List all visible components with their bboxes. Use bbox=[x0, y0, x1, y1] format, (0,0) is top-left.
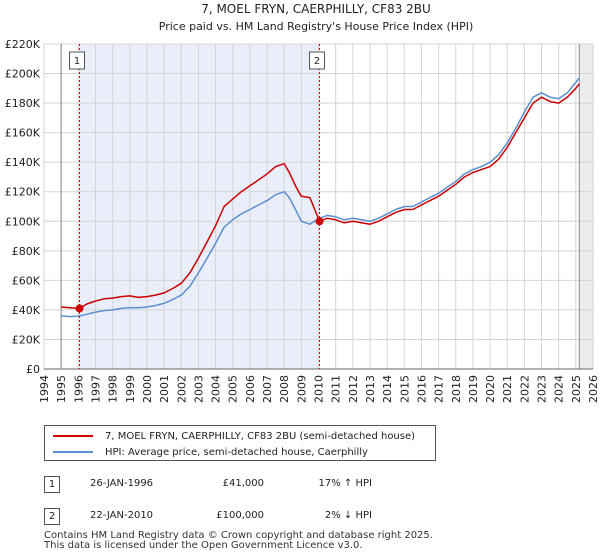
legend-item-property: 7, MOEL FRYN, CAERPHILLY, CF83 2BU (semi… bbox=[53, 428, 415, 444]
ownership-period-shade bbox=[79, 44, 320, 369]
footer-line-licence: This data is licensed under the Open Gov… bbox=[44, 540, 363, 551]
x-tick-label: 2009 bbox=[295, 375, 308, 403]
x-tick-label: 2007 bbox=[261, 375, 274, 403]
x-tick-label: 1997 bbox=[89, 375, 102, 403]
x-tick-label: 2017 bbox=[433, 375, 446, 403]
y-tick-label: £20K bbox=[12, 333, 41, 346]
x-tick-label: 2011 bbox=[330, 375, 343, 403]
x-tick-label: 2025 bbox=[570, 375, 583, 403]
y-tick-label: £200K bbox=[5, 68, 41, 81]
transaction-date: 22-JAN-2010 bbox=[90, 510, 154, 521]
transaction-price: £41,000 bbox=[222, 478, 264, 489]
x-tick-label: 2016 bbox=[415, 375, 428, 403]
x-tick-label: 2014 bbox=[381, 375, 394, 403]
sale-point bbox=[75, 304, 84, 313]
transaction-hpi-diff: 17% ↑ HPI bbox=[318, 478, 372, 489]
sale-marker-box bbox=[69, 51, 86, 70]
chart-subtitle: Price paid vs. HM Land Registry's House … bbox=[159, 20, 474, 33]
legend-item-hpi: HPI: Average price, semi-detached house,… bbox=[53, 444, 368, 460]
x-tick-label: 2023 bbox=[536, 375, 549, 403]
transaction-number-badge: 2 bbox=[44, 508, 60, 525]
x-tick-label: 2010 bbox=[313, 375, 326, 403]
sale-point bbox=[315, 217, 324, 226]
y-tick-label: £80K bbox=[12, 245, 41, 258]
x-tick-label: 2005 bbox=[227, 375, 240, 403]
future-period-shade bbox=[579, 44, 593, 369]
y-tick-label: £60K bbox=[12, 274, 41, 287]
x-tick-label: 2020 bbox=[484, 375, 497, 403]
legend-label-hpi: HPI: Average price, semi-detached house,… bbox=[105, 446, 368, 458]
x-tick-label: 2015 bbox=[398, 375, 411, 403]
x-tick-label: 2004 bbox=[210, 375, 223, 403]
y-tick-label: £160K bbox=[5, 127, 41, 140]
transaction-price: £100,000 bbox=[216, 510, 264, 521]
y-tick-label: £0 bbox=[26, 363, 40, 376]
x-tick-label: 2000 bbox=[141, 375, 154, 403]
x-tick-label: 1996 bbox=[72, 375, 85, 403]
y-tick-label: £40K bbox=[12, 304, 41, 317]
x-tick-label: 2021 bbox=[501, 375, 514, 403]
x-tick-label: 2024 bbox=[553, 375, 566, 403]
x-tick-label: 1994 bbox=[38, 375, 51, 403]
y-tick-label: £140K bbox=[5, 156, 41, 169]
x-tick-label: 2018 bbox=[450, 375, 463, 403]
footer-attribution: Contains HM Land Registry data © Crown c… bbox=[44, 531, 433, 551]
x-tick-label: 2022 bbox=[518, 375, 531, 403]
legend-swatch-property bbox=[53, 435, 93, 437]
sale-marker-box bbox=[309, 51, 326, 70]
y-tick-label: £100K bbox=[5, 215, 41, 228]
chart-title: 7, MOEL FRYN, CAERPHILLY, CF83 2BU bbox=[201, 2, 431, 16]
x-tick-label: 2006 bbox=[244, 375, 257, 403]
transaction-number-badge: 1 bbox=[44, 476, 60, 493]
legend-swatch-hpi bbox=[53, 451, 93, 453]
x-tick-label: 1999 bbox=[124, 375, 137, 403]
x-tick-label: 2026 bbox=[587, 375, 600, 403]
transaction-hpi-diff: 2% ↓ HPI bbox=[324, 510, 372, 521]
x-tick-label: 2013 bbox=[364, 375, 377, 403]
transaction-date: 26-JAN-1996 bbox=[90, 478, 154, 489]
sale-marker-label: 1 bbox=[74, 56, 80, 67]
y-tick-label: £180K bbox=[5, 97, 41, 110]
legend-label-property: 7, MOEL FRYN, CAERPHILLY, CF83 2BU (semi… bbox=[105, 430, 416, 442]
x-tick-label: 1998 bbox=[107, 375, 120, 403]
x-tick-label: 2001 bbox=[158, 375, 171, 403]
x-tick-label: 2012 bbox=[347, 375, 360, 403]
y-tick-label: £220K bbox=[5, 38, 41, 51]
y-tick-label: £120K bbox=[5, 186, 41, 199]
x-tick-label: 2019 bbox=[467, 375, 480, 403]
chart-legend: 7, MOEL FRYN, CAERPHILLY, CF83 2BU (semi… bbox=[44, 425, 436, 461]
sale-marker-label: 2 bbox=[314, 56, 320, 67]
x-tick-label: 2002 bbox=[175, 375, 188, 403]
x-tick-label: 2008 bbox=[278, 375, 291, 403]
x-tick-label: 2003 bbox=[192, 375, 205, 403]
x-tick-label: 1995 bbox=[55, 375, 68, 403]
footer-line-copyright: Contains HM Land Registry data © Crown c… bbox=[44, 530, 433, 541]
price-chart: 7, MOEL FRYN, CAERPHILLY, CF83 2BU Price… bbox=[5, 2, 600, 403]
